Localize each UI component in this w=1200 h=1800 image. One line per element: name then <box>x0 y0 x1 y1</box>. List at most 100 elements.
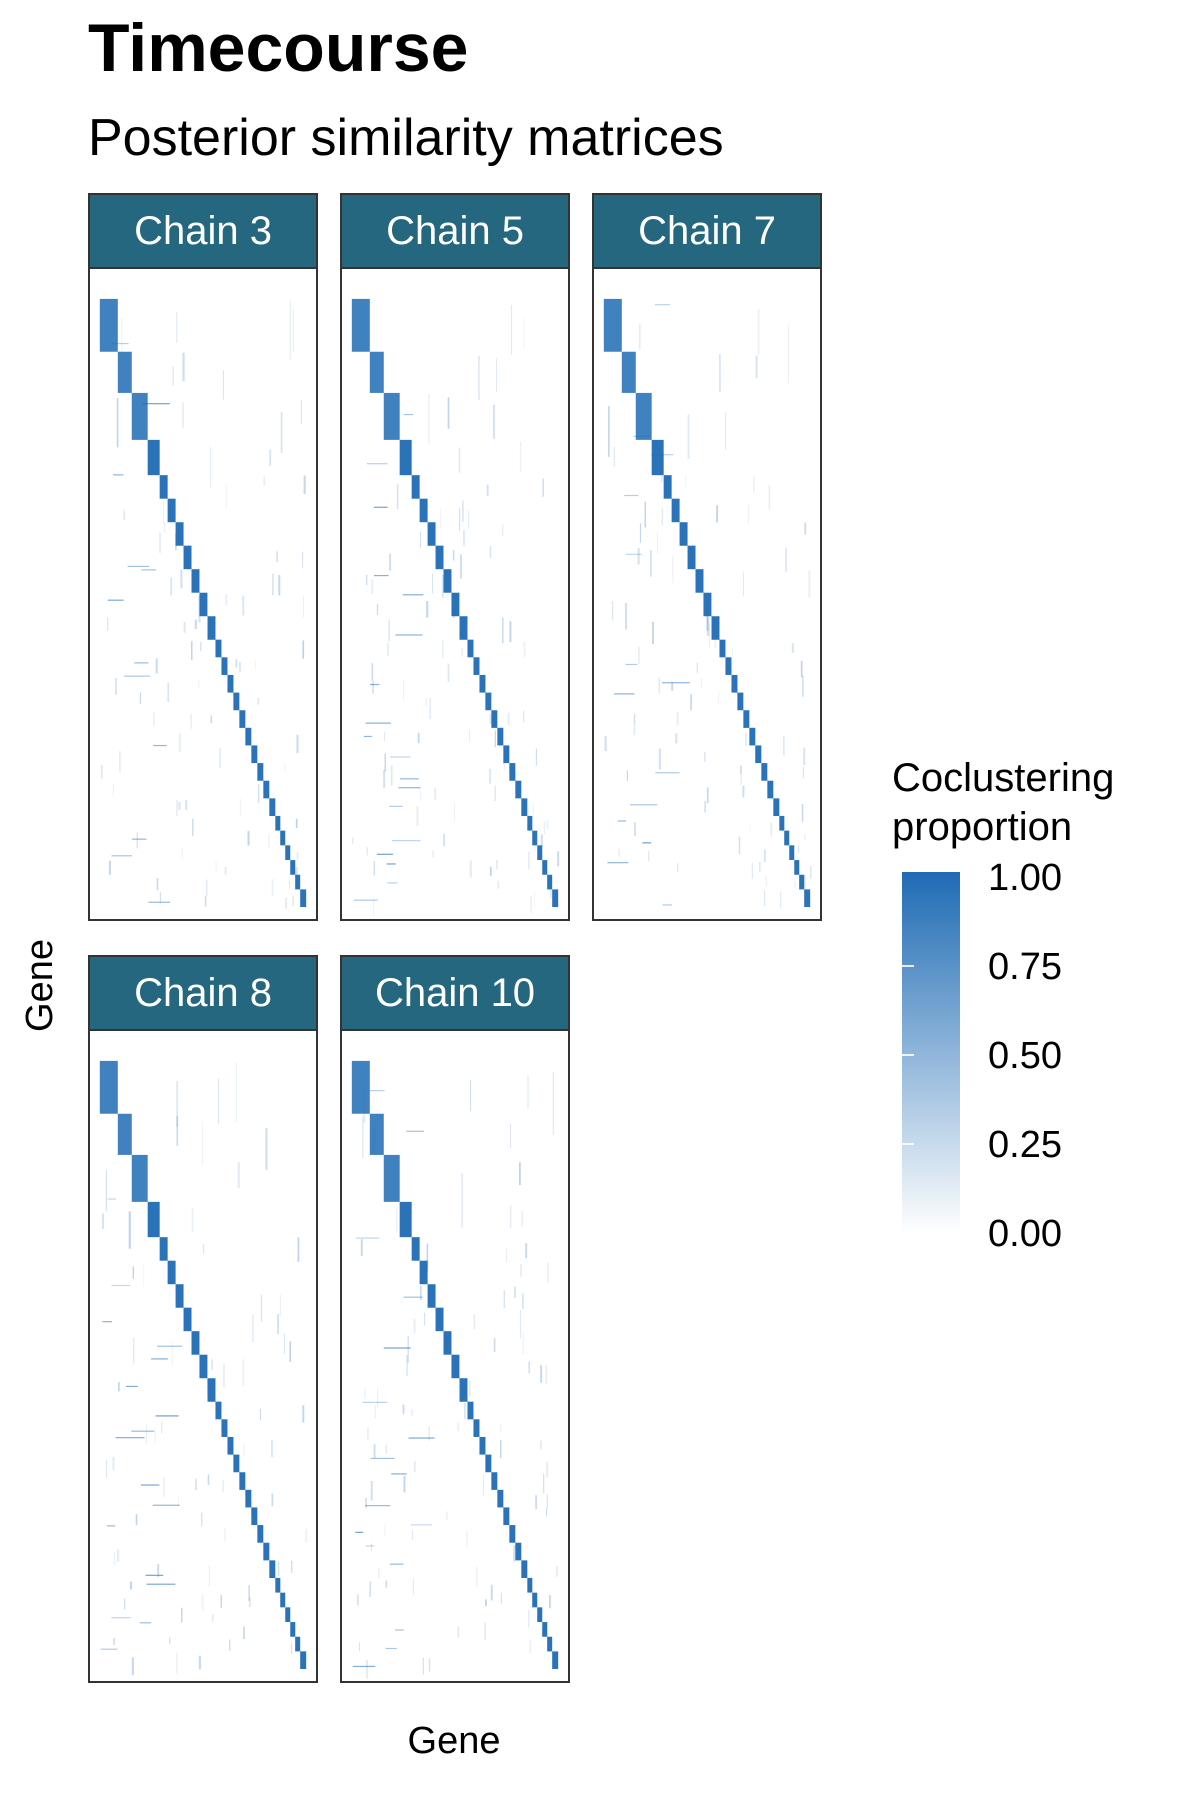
facet-strip-label: Chain 7 <box>592 193 822 269</box>
off-diagonal-cell <box>403 680 404 701</box>
off-diagonal-cell <box>549 1595 551 1609</box>
off-diagonal-cell <box>434 787 437 800</box>
off-diagonal-cell <box>133 1337 135 1364</box>
diagonal-cluster-block <box>239 710 246 728</box>
diagonal-cluster-block <box>183 1307 192 1332</box>
off-diagonal-cell <box>301 552 304 568</box>
off-diagonal-cell <box>290 1560 293 1574</box>
off-diagonal-cell <box>370 683 380 686</box>
off-diagonal-cell <box>785 547 787 572</box>
x-axis-label: Gene <box>407 1720 501 1762</box>
diagonal-cluster-block <box>515 780 522 799</box>
off-diagonal-cell <box>239 798 241 816</box>
off-diagonal-cell <box>396 484 399 510</box>
off-diagonal-cell <box>191 641 193 661</box>
diagonal-cluster-block <box>521 798 528 817</box>
off-diagonal-cell <box>180 1607 183 1623</box>
diagonal-cluster-block <box>621 351 636 393</box>
off-diagonal-cell <box>634 712 635 724</box>
diagonal-cluster-block <box>183 545 192 570</box>
off-diagonal-cell <box>278 574 281 596</box>
diagonal-cluster-block <box>419 498 428 523</box>
off-diagonal-cell <box>461 647 463 657</box>
off-diagonal-cell <box>363 735 372 738</box>
off-diagonal-cell <box>523 710 525 723</box>
diagonal-cluster-block <box>547 874 553 890</box>
off-diagonal-cell <box>373 574 389 577</box>
off-diagonal-cell <box>461 1172 463 1228</box>
off-diagonal-cell <box>391 1473 407 1475</box>
off-diagonal-cell <box>419 532 422 548</box>
diagonal-cluster-block <box>383 392 400 440</box>
off-diagonal-cell <box>557 851 560 867</box>
off-diagonal-cell <box>201 1512 203 1527</box>
off-diagonal-cell <box>522 1333 524 1355</box>
off-diagonal-cell <box>419 785 421 801</box>
diagonal-cluster-block <box>671 498 680 523</box>
off-diagonal-cell <box>719 353 721 392</box>
off-diagonal-cell <box>295 818 298 828</box>
diagonal-cluster-block <box>473 1419 480 1437</box>
off-diagonal-cell <box>671 682 674 691</box>
off-diagonal-cell <box>222 1479 224 1493</box>
off-diagonal-cell <box>383 732 385 742</box>
off-diagonal-cell <box>107 599 124 601</box>
off-diagonal-cell <box>510 1124 512 1148</box>
off-diagonal-cell <box>243 1443 245 1456</box>
off-diagonal-cell <box>111 342 129 345</box>
off-diagonal-cell <box>183 622 186 633</box>
off-diagonal-cell <box>740 766 742 785</box>
off-diagonal-cell <box>540 1365 543 1383</box>
diagonal-cluster-block <box>663 475 672 499</box>
heatmap-svg <box>351 298 560 917</box>
off-diagonal-cell <box>399 778 419 780</box>
off-diagonal-cell <box>125 1385 138 1388</box>
diagonal-cluster-block <box>117 1113 132 1155</box>
off-diagonal-cell <box>248 1584 250 1601</box>
off-diagonal-cell <box>145 1574 164 1576</box>
off-diagonal-cell <box>296 734 299 754</box>
off-diagonal-cell <box>355 1531 364 1533</box>
off-diagonal-cell <box>388 619 390 642</box>
off-diagonal-cell <box>493 404 495 439</box>
heatmap-svg <box>603 298 812 908</box>
diagonal-cluster-block <box>695 569 704 593</box>
off-diagonal-cell <box>142 403 170 405</box>
off-diagonal-cell <box>406 1130 424 1132</box>
off-diagonal-cell <box>505 1248 507 1263</box>
off-diagonal-cell <box>140 1484 160 1486</box>
off-diagonal-cell <box>302 640 305 659</box>
off-diagonal-cell <box>738 836 741 855</box>
off-diagonal-cell <box>432 850 435 857</box>
diagonal-cluster-block <box>245 1489 252 1508</box>
off-diagonal-cell <box>292 895 294 907</box>
off-diagonal-cell <box>252 1314 254 1343</box>
off-diagonal-cell <box>390 756 411 758</box>
off-diagonal-cell <box>525 1243 528 1259</box>
off-diagonal-cell <box>420 1285 422 1300</box>
off-diagonal-cell <box>148 901 171 903</box>
heatmap-plot-area <box>340 1031 570 1683</box>
off-diagonal-cell <box>352 1665 376 1668</box>
diagonal-cluster-block <box>552 889 559 908</box>
off-diagonal-cell <box>257 697 259 705</box>
off-diagonal-cell <box>515 770 517 790</box>
off-diagonal-cell <box>625 553 642 555</box>
diagonal-cluster-block <box>767 780 774 799</box>
off-diagonal-cell <box>248 1596 251 1607</box>
off-diagonal-cell <box>473 1314 475 1330</box>
off-diagonal-cell <box>542 478 544 497</box>
diagonal-cluster-block <box>603 298 622 352</box>
diagonal-cluster-block <box>773 798 780 817</box>
off-diagonal-cell <box>546 1508 547 1517</box>
off-diagonal-cell <box>390 765 393 786</box>
off-diagonal-cell <box>802 767 804 779</box>
off-diagonal-cell <box>365 1497 367 1508</box>
off-diagonal-cell <box>489 768 491 784</box>
off-diagonal-cell <box>194 619 197 630</box>
off-diagonal-cell <box>496 358 497 393</box>
off-diagonal-cell <box>413 1319 416 1334</box>
diagonal-cluster-block <box>497 727 504 746</box>
facet-strip-label: Chain 5 <box>340 193 570 269</box>
off-diagonal-cell <box>102 1321 113 1323</box>
